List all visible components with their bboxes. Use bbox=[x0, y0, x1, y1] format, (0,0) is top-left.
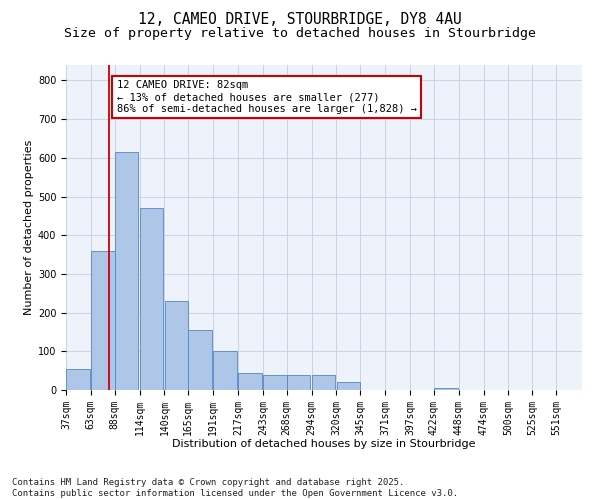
Text: Contains HM Land Registry data © Crown copyright and database right 2025.
Contai: Contains HM Land Registry data © Crown c… bbox=[12, 478, 458, 498]
Bar bbox=[434, 388, 458, 390]
Bar bbox=[213, 352, 237, 390]
Text: 12, CAMEO DRIVE, STOURBRIDGE, DY8 4AU: 12, CAMEO DRIVE, STOURBRIDGE, DY8 4AU bbox=[138, 12, 462, 28]
Bar bbox=[238, 372, 262, 390]
Text: 12 CAMEO DRIVE: 82sqm
← 13% of detached houses are smaller (277)
86% of semi-det: 12 CAMEO DRIVE: 82sqm ← 13% of detached … bbox=[116, 80, 416, 114]
Bar bbox=[164, 301, 188, 390]
Bar bbox=[287, 376, 310, 390]
Bar bbox=[140, 208, 163, 390]
Bar bbox=[337, 382, 360, 390]
Y-axis label: Number of detached properties: Number of detached properties bbox=[23, 140, 34, 315]
Bar bbox=[66, 368, 90, 390]
X-axis label: Distribution of detached houses by size in Stourbridge: Distribution of detached houses by size … bbox=[172, 439, 476, 449]
Bar bbox=[312, 374, 335, 390]
Bar bbox=[188, 330, 212, 390]
Text: Size of property relative to detached houses in Stourbridge: Size of property relative to detached ho… bbox=[64, 28, 536, 40]
Bar bbox=[263, 376, 287, 390]
Bar bbox=[115, 152, 139, 390]
Bar bbox=[91, 250, 115, 390]
